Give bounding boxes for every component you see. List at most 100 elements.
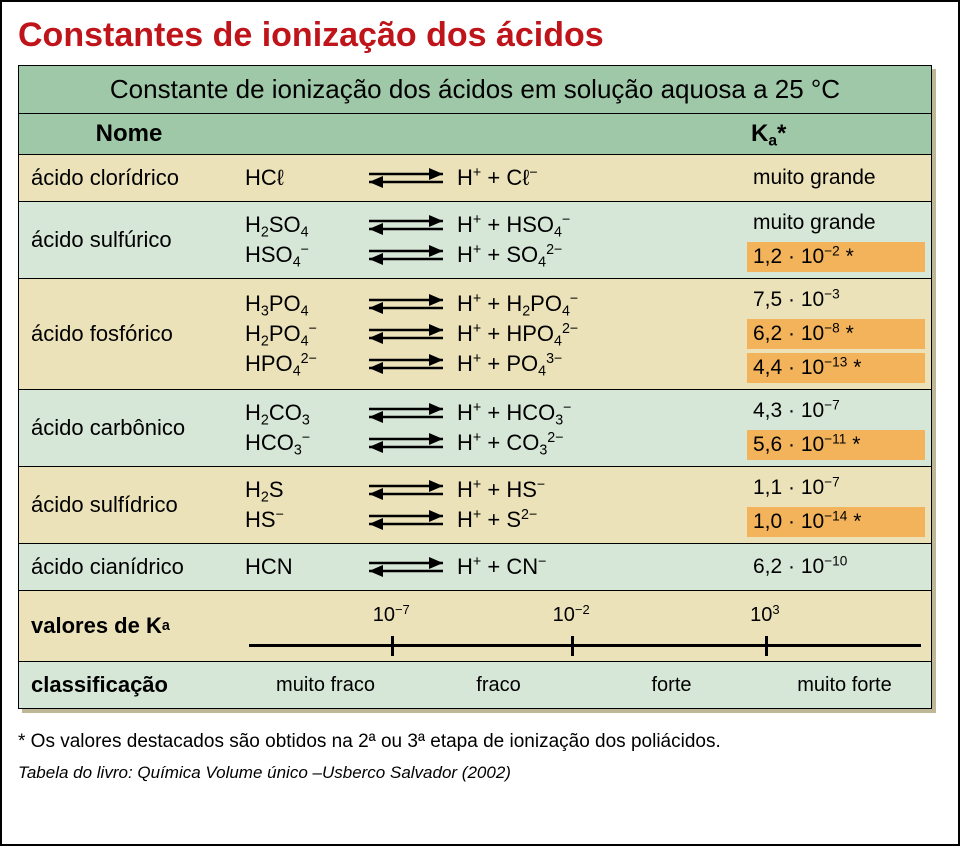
equilibrium: HSO4− H+ + SO42−: [245, 240, 735, 270]
footnote: * Os valores destacados são obtidos na 2…: [18, 731, 942, 753]
eq-lhs: HS−: [245, 507, 355, 533]
ka-values: 7,5 · 10−36,2 · 10−8 *4,4 · 10−13 *: [741, 279, 931, 389]
axis-tick-label: 10−2: [553, 604, 590, 627]
ka-scale-label: valores de Ka: [19, 591, 239, 661]
equilibrium-arrow-icon: [363, 430, 449, 456]
equilibrium: HCN H+ + CN−: [245, 552, 735, 582]
classification-label: classificação: [19, 662, 239, 708]
eq-lhs: HPO42−: [245, 351, 355, 377]
eq-lhs: H2CO3: [245, 400, 355, 426]
equilibrium-arrow-icon: [363, 242, 449, 268]
eq-rhs: H+ + H2PO4−: [457, 291, 735, 317]
equilibria: HCN H+ + CN−: [239, 544, 741, 590]
equilibrium-arrow-icon: [363, 507, 449, 533]
ionization-table: Constante de ionização dos ácidos em sol…: [18, 65, 932, 709]
equilibrium: H2S H+ + HS−: [245, 475, 735, 505]
ka-value: muito grande: [747, 163, 925, 193]
column-headers: Nome Ka*: [19, 114, 931, 155]
equilibrium-arrow-icon: [363, 321, 449, 347]
eq-lhs: H3PO4: [245, 291, 355, 317]
equilibria: HCℓ H+ + Cℓ−: [239, 155, 741, 201]
table-row: ácido carbônicoH2CO3 H+ + HCO3−HCO3− H+ …: [19, 390, 931, 467]
axis-tick-label: 103: [750, 604, 779, 627]
equilibrium-arrow-icon: [363, 212, 449, 238]
ka-values: muito grande 1,2 · 10−2 *: [741, 202, 931, 278]
ka-values: 1,1 · 10−7 1,0 · 10−14 *: [741, 467, 931, 543]
equilibrium-arrow-icon: [363, 351, 449, 377]
eq-lhs: H2PO4−: [245, 321, 355, 347]
ka-scale-row: valores de Ka 10−7 10−2 103: [19, 591, 931, 662]
slide: Constantes de ionização dos ácidos Const…: [0, 0, 960, 846]
axis-tick-label: 10−7: [373, 604, 410, 627]
classification-values: muito fracofracofortemuito forte: [239, 662, 931, 708]
col-ka-header: Ka*: [741, 114, 931, 154]
equilibrium: HCℓ H+ + Cℓ−: [245, 163, 735, 193]
eq-lhs: HCO3−: [245, 430, 355, 456]
equilibrium: H3PO4 H+ + H2PO4−: [245, 289, 735, 319]
ka-number-line: 10−7 10−2 103: [239, 591, 931, 661]
classification-value: fraco: [412, 674, 585, 697]
eq-rhs: H+ + HCO3−: [457, 400, 735, 426]
equilibrium-arrow-icon: [363, 291, 449, 317]
acid-name: ácido fosfórico: [19, 279, 239, 389]
classification-value: muito forte: [758, 674, 931, 697]
classification-value: muito fraco: [239, 674, 412, 697]
classification-value: forte: [585, 674, 758, 697]
ka-value: 6,2 · 10−10: [747, 552, 925, 582]
eq-rhs: H+ + S2−: [457, 507, 735, 533]
equilibria: H3PO4 H+ + H2PO4−H2PO4− H+ + HPO42−HPO42…: [239, 279, 741, 389]
eq-rhs: H+ + PO43−: [457, 351, 735, 377]
eq-rhs: H+ + SO42−: [457, 242, 735, 268]
eq-lhs: HSO4−: [245, 242, 355, 268]
source-caption: Tabela do livro: Química Volume único –U…: [18, 763, 942, 783]
page-title: Constantes de ionização dos ácidos: [18, 16, 942, 55]
equilibria: H2SO4 H+ + HSO4−HSO4− H+ + SO42−: [239, 202, 741, 278]
equilibrium: HS− H+ + S2−: [245, 505, 735, 535]
equilibria: H2CO3 H+ + HCO3−HCO3− H+ + CO32−: [239, 390, 741, 466]
ka-values: muito grande: [741, 155, 931, 201]
equilibrium: H2SO4 H+ + HSO4−: [245, 210, 735, 240]
ka-value: 1,0 · 10−14 *: [747, 507, 925, 537]
ka-values: 6,2 · 10−10: [741, 544, 931, 590]
acid-name: ácido sulfídrico: [19, 467, 239, 543]
ka-value: 4,3 · 10−7: [747, 396, 925, 426]
table-row: ácido fosfóricoH3PO4 H+ + H2PO4−H2PO4− H…: [19, 279, 931, 390]
acid-name: ácido clorídrico: [19, 155, 239, 201]
eq-rhs: H+ + HSO4−: [457, 212, 735, 238]
ka-value: 5,6 · 10−11 *: [747, 430, 925, 460]
axis-tick: [765, 636, 768, 656]
table-row: ácido clorídricoHCℓ H+ + Cℓ− muito grande: [19, 155, 931, 202]
acid-name: ácido carbônico: [19, 390, 239, 466]
axis-tick: [391, 636, 394, 656]
axis-tick: [571, 636, 574, 656]
classification-row: classificação muito fracofracofortemuito…: [19, 662, 931, 708]
eq-rhs: H+ + HS−: [457, 477, 735, 503]
axis-line: [249, 644, 921, 647]
eq-rhs: H+ + HPO42−: [457, 321, 735, 347]
equilibria: H2S H+ + HS−HS− H+ + S2−: [239, 467, 741, 543]
equilibrium: H2CO3 H+ + HCO3−: [245, 398, 735, 428]
eq-lhs: H2SO4: [245, 212, 355, 238]
ka-value: 1,1 · 10−7: [747, 473, 925, 503]
acid-name: ácido sulfúrico: [19, 202, 239, 278]
equilibrium: HPO42− H+ + PO43−: [245, 349, 735, 379]
equilibrium-arrow-icon: [363, 400, 449, 426]
ka-value: 1,2 · 10−2 *: [747, 242, 925, 272]
acid-name: ácido cianídrico: [19, 544, 239, 590]
table-title: Constante de ionização dos ácidos em sol…: [19, 66, 931, 114]
ka-value: 7,5 · 10−3: [747, 285, 925, 315]
equilibrium: HCO3− H+ + CO32−: [245, 428, 735, 458]
col-name-header: Nome: [19, 114, 239, 154]
ka-values: 4,3 · 10−7 5,6 · 10−11 *: [741, 390, 931, 466]
ka-value: 6,2 · 10−8 *: [747, 319, 925, 349]
eq-lhs: HCN: [245, 554, 355, 580]
eq-rhs: H+ + Cℓ−: [457, 165, 735, 191]
table-body: ácido clorídricoHCℓ H+ + Cℓ−muito grande…: [19, 155, 931, 591]
equilibrium-arrow-icon: [363, 554, 449, 580]
col-eq-header: [239, 114, 741, 154]
table-row: ácido cianídricoHCN H+ + CN− 6,2 · 10−10: [19, 544, 931, 591]
equilibrium-arrow-icon: [363, 477, 449, 503]
ka-value: muito grande: [747, 208, 925, 238]
table-row: ácido sulfídricoH2S H+ + HS−HS− H+ + S2−…: [19, 467, 931, 544]
eq-lhs: H2S: [245, 477, 355, 503]
